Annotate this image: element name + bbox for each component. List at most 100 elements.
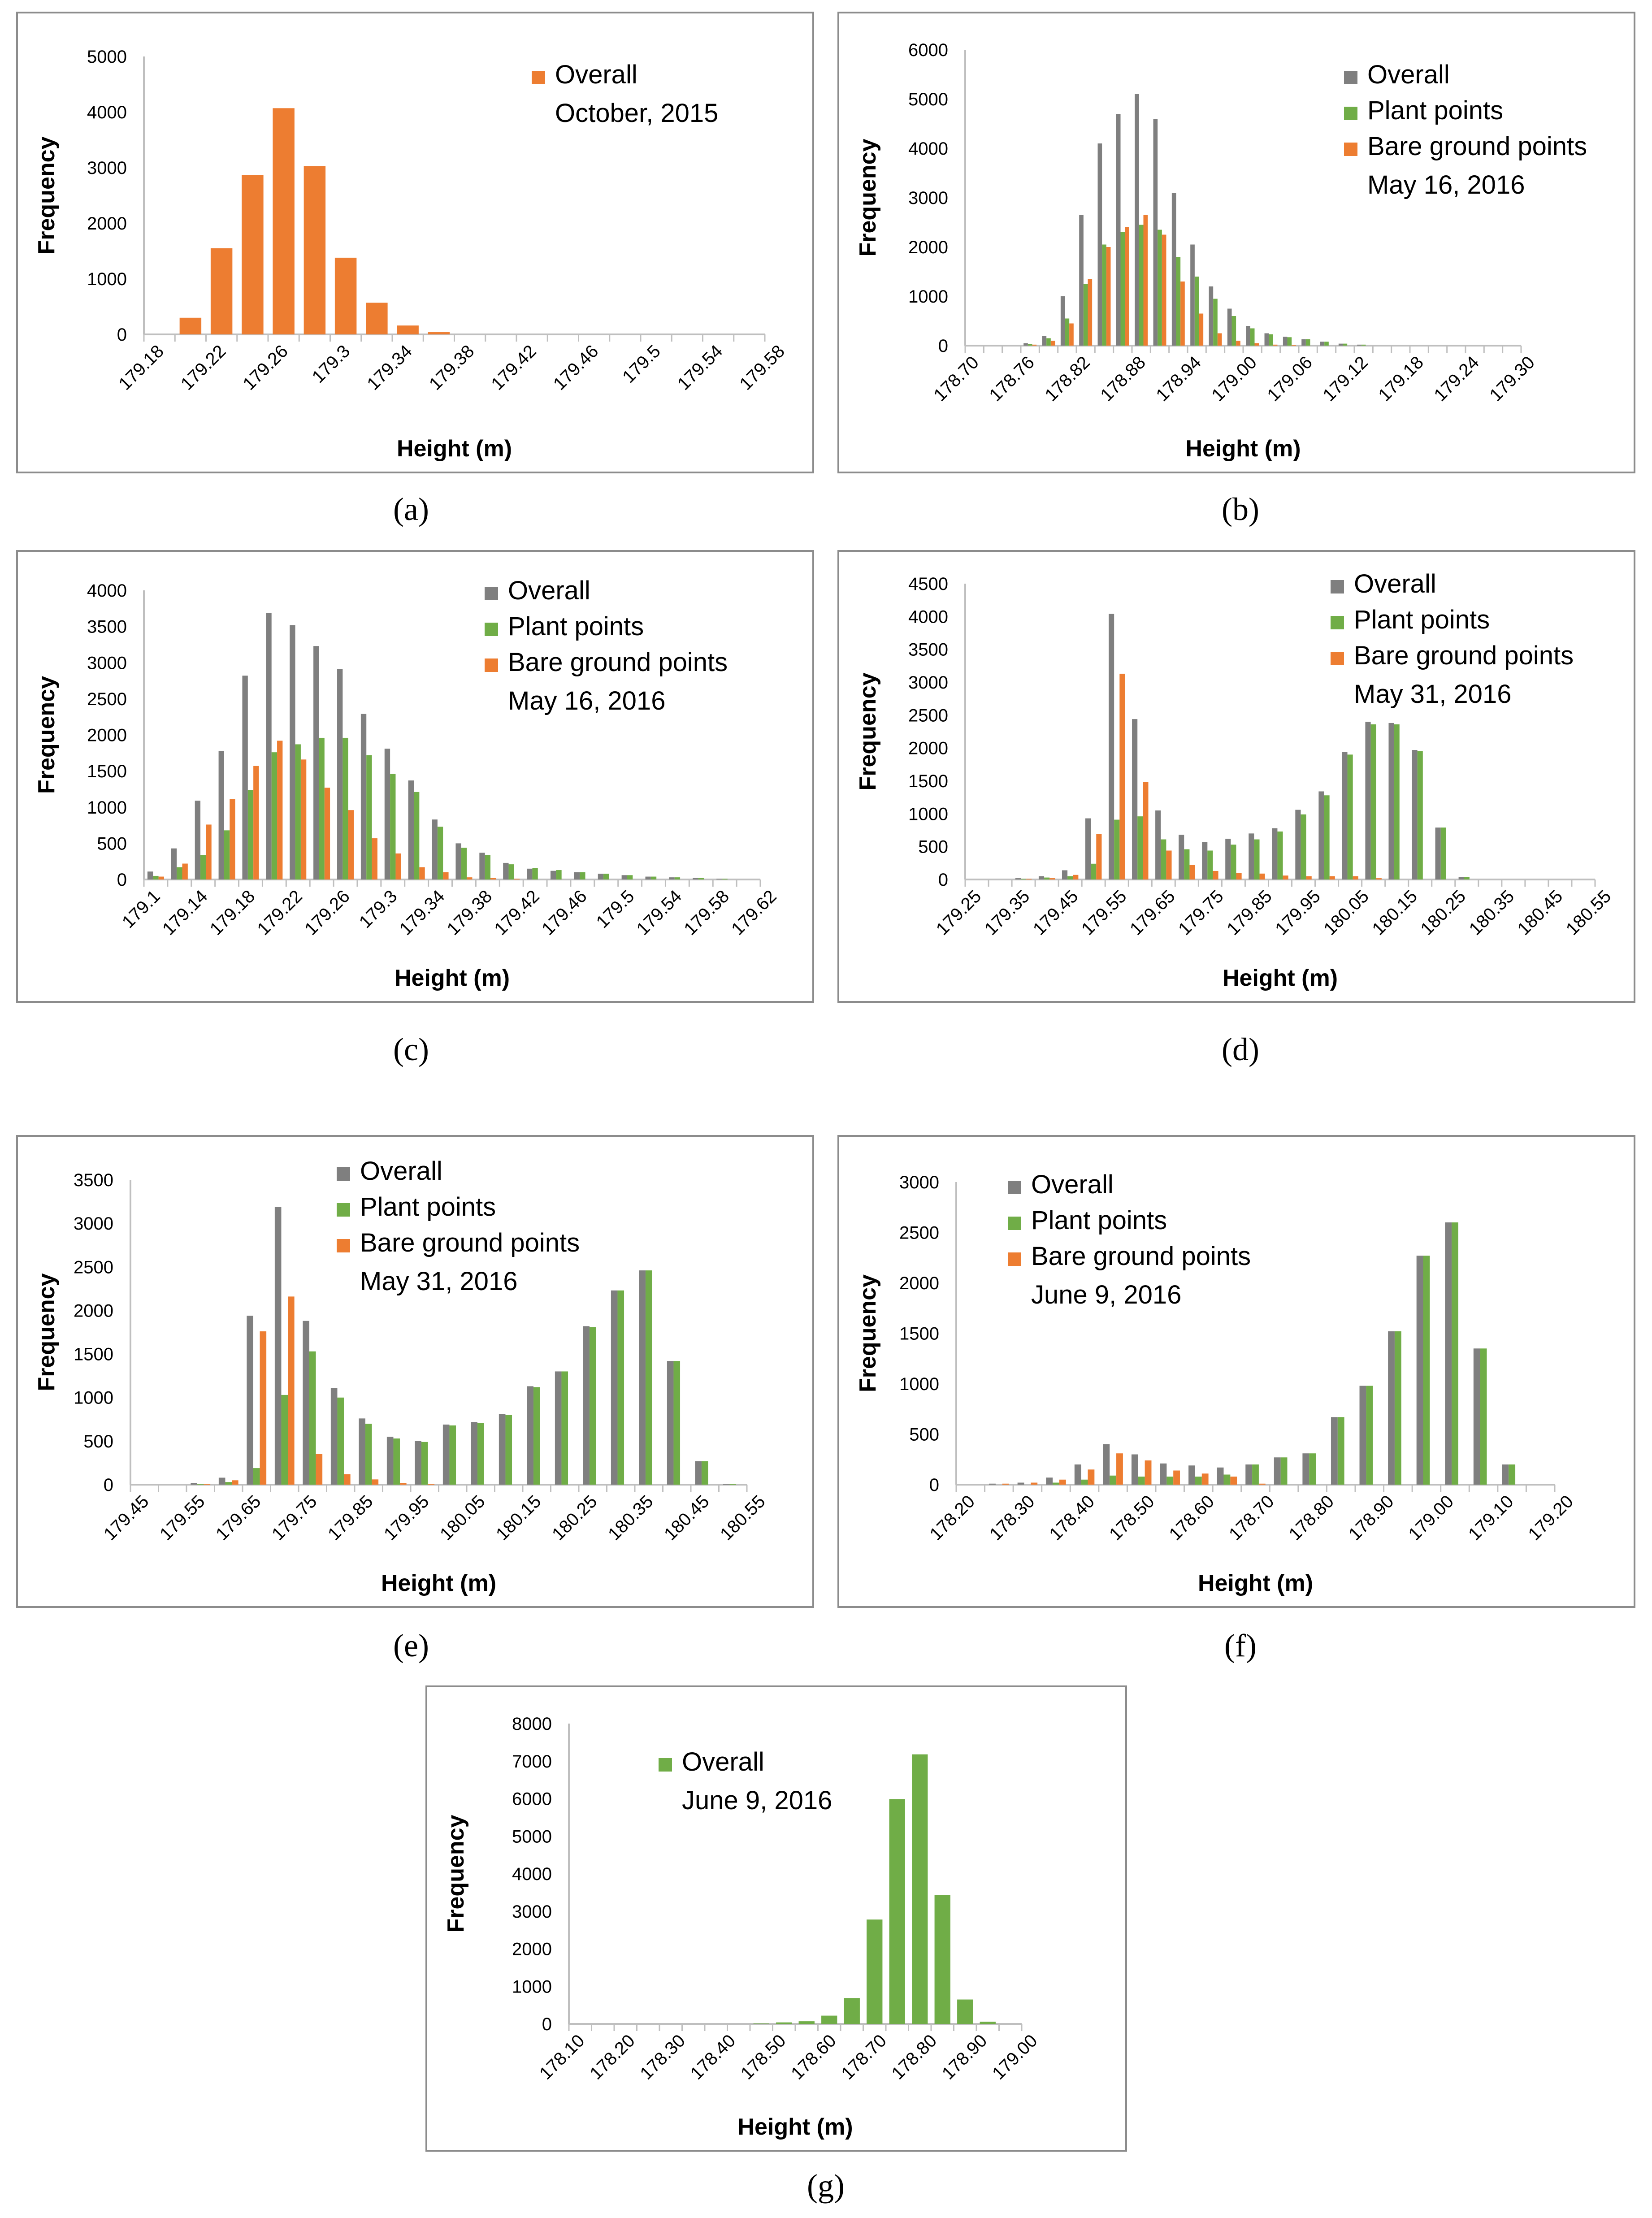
legend-swatch [485,623,498,636]
bar-plant-points [1110,1475,1117,1485]
bar-overall [844,1998,860,2024]
bar-overall [1473,1348,1480,1485]
legend-swatch [1344,107,1357,120]
bar-plant-points [1509,1464,1516,1485]
bar-plant-points [1139,225,1144,346]
bar-overall [1155,810,1161,879]
y-tick-label: 500 [97,834,127,853]
bar-overall [889,1799,905,2024]
legend-date: May 31, 2016 [1354,680,1511,709]
y-tick-label: 4000 [87,581,127,601]
y-tick-label: 0 [117,325,127,345]
bar-bare-ground-points [232,1480,238,1485]
legend-label: Bare ground points [1354,641,1574,670]
bar-overall [242,175,264,334]
caption-e: (e) [393,1628,429,1664]
bar-overall [527,1386,533,1485]
y-tick-label: 0 [938,336,948,356]
bar-bare-ground-points [1236,873,1242,879]
legend-swatch [532,71,545,84]
bar-overall [303,1321,309,1485]
bar-bare-ground-points [288,1296,295,1485]
bar-bare-ground-points [395,853,401,879]
bar-plant-points [1053,1482,1059,1485]
y-tick-label: 8000 [512,1714,552,1734]
bar-overall [669,877,675,879]
bar-plant-points [1195,1477,1202,1485]
bar-plant-points [437,827,443,879]
bar-overall [337,669,343,879]
chart-panel-c: 0 500 1000 1500 2000 2500 3000 3500 4000 179.1 179… [16,550,814,1003]
y-tick-label: 0 [938,870,948,890]
legend: Overall Plant points Bare ground points May… [337,1157,580,1296]
x-axis-title: Height (m) [395,965,510,991]
bar-overall [1502,1464,1509,1485]
y-tick-label: 1000 [512,1977,552,1997]
bar-plant-points [390,774,396,879]
bar-overall [179,317,202,334]
bar-overall [574,872,580,879]
bar-overall [1283,337,1288,346]
bar-plant-points [1287,337,1292,346]
y-tick-label: 6000 [512,1789,552,1809]
bar-overall [1017,1482,1024,1485]
bar-plant-points [1452,1222,1458,1485]
bar-overall [1042,336,1047,346]
legend-swatch [485,658,498,672]
legend-label: Overall [360,1157,442,1186]
bar-plant-points [225,1482,232,1485]
bar-bare-ground-points [1306,876,1312,879]
bar-bare-ground-points [1199,313,1204,346]
bar-plant-points [1137,816,1143,879]
bar-overall [1179,835,1184,879]
bar-plant-points [224,830,230,879]
bar-overall [1038,876,1045,879]
bar-bare-ground-points [1166,850,1172,879]
y-tick-label: 2000 [908,739,948,758]
y-tick-label: 2500 [899,1223,939,1243]
legend-swatch [1331,616,1344,629]
y-tick-label: 500 [918,837,948,857]
chart-c: 05001000150020002500300035004000179.1179… [16,550,814,1003]
y-tick-label: 2000 [908,238,948,257]
y-tick-label: 1000 [87,269,127,289]
legend-label: Overall [682,1747,764,1776]
bar-bare-ground-points [1353,876,1358,879]
bar-overall [1190,244,1195,346]
bar-overall [1116,114,1121,346]
bar-plant-points [1250,328,1255,346]
legend-date: May 16, 2016 [1367,170,1525,199]
legend-label: Plant points [1367,96,1503,125]
bar-bare-ground-points [324,788,330,879]
bar-overall [1388,1331,1395,1485]
legend-label: Overall [555,60,637,89]
bar-overall [1264,333,1269,346]
bar-overall [1274,1457,1281,1485]
y-tick-label: 1500 [908,771,948,791]
bar-bare-ground-points [443,872,449,879]
bar-overall [1416,1256,1423,1485]
bar-bare-ground-points [419,867,425,879]
x-axis-title: Height (m) [381,1570,496,1596]
bar-plant-points [1423,1256,1430,1485]
x-axis-title: Height (m) [1223,965,1338,991]
caption-b: (b) [1222,491,1259,527]
bar-overall [667,1361,674,1485]
bar-plant-points [505,1415,512,1485]
bar-bare-ground-points [1088,279,1093,346]
y-axis-title: Frequency [34,136,60,254]
bar-bare-ground-points [1213,871,1218,879]
y-tick-label: 2000 [87,726,127,745]
y-tick-label: 3000 [512,1902,552,1922]
caption-f: (f) [1224,1628,1257,1664]
legend-swatch [659,1758,672,1772]
bar-plant-points [253,1468,260,1485]
bar-bare-ground-points [348,810,354,879]
y-axis-title: Frequency [855,139,881,256]
bar-overall [1295,810,1301,879]
bar-bare-ground-points [344,1474,351,1485]
bar-overall [503,862,509,879]
bar-plant-points [461,848,467,879]
y-tick-label: 1500 [74,1345,113,1365]
bar-overall [695,1461,702,1485]
